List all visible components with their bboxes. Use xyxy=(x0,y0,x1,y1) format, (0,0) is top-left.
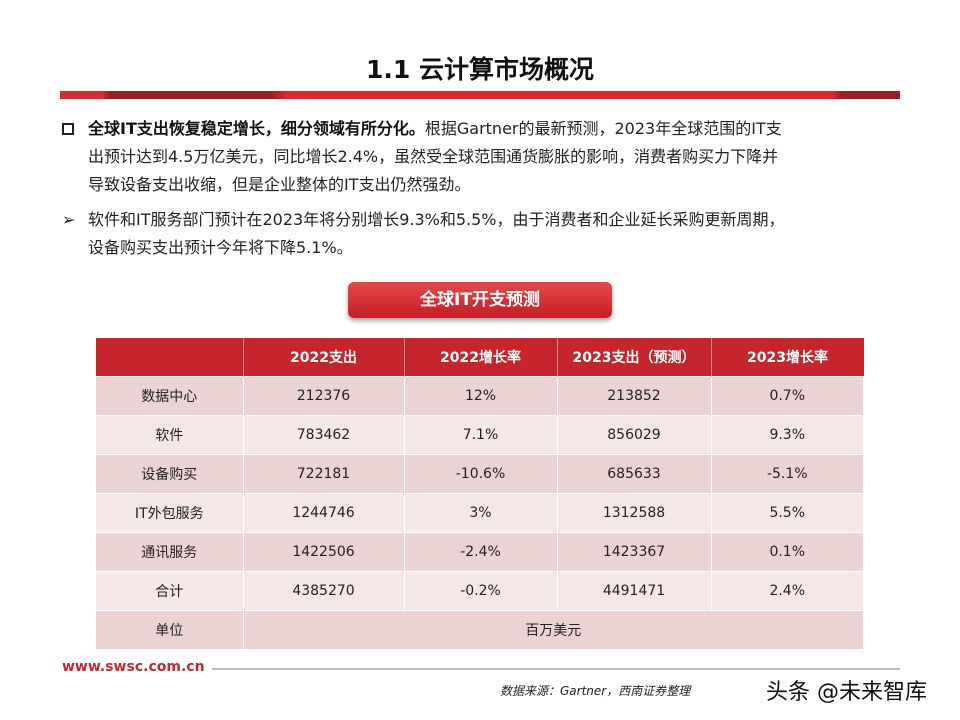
table-cell: 12% xyxy=(404,375,558,415)
table-row: 设备购买 722181 -10.6% 685633 -5.1% xyxy=(96,453,864,493)
footer-url[interactable]: www.swsc.com.cn xyxy=(62,659,205,675)
table-row: IT外包服务 1244746 3% 1312588 5.5% xyxy=(96,492,864,532)
bullet-2-text: 软件和IT服务部门预计在2023年将分别增长9.3%和5.5%，由于消费者和企业… xyxy=(88,210,785,229)
arrow-right-icon: ➢ xyxy=(62,210,76,229)
unit-row: 单位 百万美元 xyxy=(96,609,864,649)
table-cell: 685633 xyxy=(557,453,712,493)
table-cell: 4491471 xyxy=(557,570,712,610)
table-cell: 2.4% xyxy=(711,570,864,610)
table-cell: 1423367 xyxy=(557,531,712,571)
table-cell: 722181 xyxy=(243,453,405,493)
table-cell: 3% xyxy=(404,492,558,532)
page-title: 1.1 云计算市场概况 xyxy=(366,55,594,84)
watermark: 头条 @未来智库 xyxy=(766,680,927,705)
checkbox-square-icon xyxy=(62,123,74,135)
table-cell: 0.1% xyxy=(711,531,864,571)
table-cell: -0.2% xyxy=(404,570,558,610)
table-cell: 0.7% xyxy=(711,375,864,415)
bullet-2-text: 设备购买支出预计今年将下降5.1%。 xyxy=(88,238,353,257)
table-row: 数据中心 212376 12% 213852 0.7% xyxy=(96,375,864,415)
bullet-1-text: 导致设备支出收缩，但是企业整体的IT支出仍然强劲。 xyxy=(88,175,471,194)
table-cell: -5.1% xyxy=(711,453,864,493)
table-title-banner: 全球IT开支预测 xyxy=(348,282,612,318)
bullet-1-heading: 全球IT支出恢复稳定增长，细分领域有所分化。 xyxy=(88,119,425,138)
table-cell: 7.1% xyxy=(404,414,558,454)
table-cell: 数据中心 xyxy=(96,375,244,415)
table-row: 软件 783462 7.1% 856029 9.3% xyxy=(96,414,864,454)
table-cell: 4385270 xyxy=(243,570,405,610)
table-cell: 213852 xyxy=(557,375,712,415)
table-header-row: 2022支出 2022增长率 2023支出（预测） 2023增长率 xyxy=(96,338,864,376)
bullet-1: 全球IT支出恢复稳定增长，细分领域有所分化。根据Gartner的最新预测，202… xyxy=(62,115,912,199)
footer-divider xyxy=(212,668,900,670)
table-cell: 软件 xyxy=(96,414,244,454)
table-cell: -10.6% xyxy=(404,453,558,493)
table-cell: 212376 xyxy=(243,375,405,415)
table-cell: 1312588 xyxy=(557,492,712,532)
title-divider xyxy=(60,91,900,99)
table-cell: 9.3% xyxy=(711,414,864,454)
header-cell: 2023增长率 xyxy=(711,338,864,376)
table-row: 通讯服务 1422506 -2.4% 1423367 0.1% xyxy=(96,531,864,571)
data-source: 数据来源：Gartner，西南证券整理 xyxy=(500,684,691,698)
table-cell: 1244746 xyxy=(243,492,405,532)
table-cell: -2.4% xyxy=(404,531,558,571)
unit-value: 百万美元 xyxy=(243,609,864,649)
it-spending-table: 2022支出 2022增长率 2023支出（预测） 2023增长率 数据中心 21… xyxy=(96,338,864,649)
table-cell: 5.5% xyxy=(711,492,864,532)
table-cell: 856029 xyxy=(557,414,712,454)
table-row: 合计 4385270 -0.2% 4491471 2.4% xyxy=(96,570,864,610)
table-cell: 1422506 xyxy=(243,531,405,571)
table-cell: 783462 xyxy=(243,414,405,454)
bullet-1-text: 根据Gartner的最新预测，2023年全球范围的IT支 xyxy=(424,119,782,138)
header-cell: 2022支出 xyxy=(243,338,405,376)
header-cell xyxy=(96,338,244,376)
table-cell: 通讯服务 xyxy=(96,531,244,571)
table-cell: IT外包服务 xyxy=(96,492,244,532)
header-cell: 2023支出（预测） xyxy=(557,338,712,376)
header-cell: 2022增长率 xyxy=(404,338,558,376)
table-cell: 设备购买 xyxy=(96,453,244,493)
bullet-1-text: 出预计达到4.5万亿美元，同比增长2.4%，虽然受全球范围通货膨胀的影响，消费者… xyxy=(88,147,779,166)
table-cell: 合计 xyxy=(96,570,244,610)
unit-label: 单位 xyxy=(96,609,244,649)
bullet-2: ➢ 软件和IT服务部门预计在2023年将分别增长9.3%和5.5%，由于消费者和… xyxy=(62,206,912,262)
